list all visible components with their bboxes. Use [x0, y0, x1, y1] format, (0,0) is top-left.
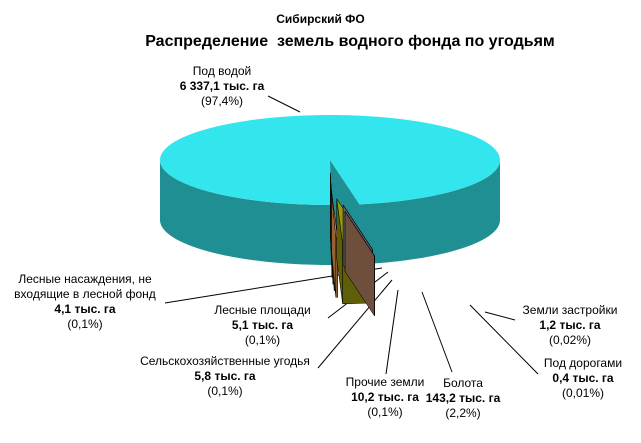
data-label: Лесные насаждения, не входящие в лесной …	[5, 272, 165, 332]
value-label: 0,4 тыс. га	[552, 371, 614, 385]
category-label: Прочие земли	[345, 375, 425, 389]
share-label: (0,01%)	[561, 386, 605, 400]
value-label: 6 337,1 тыс. га	[179, 79, 265, 93]
share-label: (97,4%)	[200, 94, 244, 108]
value-label: 4,1 тыс. га	[54, 302, 116, 316]
slice	[344, 211, 376, 257]
value-label: 1,2 тыс. га	[539, 318, 601, 332]
chart-subtitle: Распределение земель водного фонда по уг…	[145, 33, 555, 50]
data-label: Лесные площади 5,1 тыс. га (0,1%)	[190, 303, 335, 348]
leader-line	[484, 311, 516, 321]
share-label: (0,1%)	[367, 405, 403, 419]
leader-line	[385, 289, 399, 375]
category-label: Лесные площади	[214, 303, 311, 317]
data-label: Под водой 6 337,1 тыс. га (97,4%)	[162, 64, 282, 109]
data-label: Болота 143,2 тыс. га (2,2%)	[413, 376, 513, 421]
category-label: Болота	[443, 376, 483, 390]
data-label: Прочие земли 10,2 тыс. га (0,1%)	[325, 375, 445, 420]
value-label: 143,2 тыс. га	[425, 391, 501, 405]
slice-outer-side	[160, 160, 332, 265]
slices	[160, 115, 500, 317]
category-label: Под дорогами	[543, 356, 623, 370]
leader-line	[267, 95, 301, 113]
value-label: 5,1 тыс. га	[231, 318, 294, 332]
category-label: Лесные насаждения, не входящие в лесной …	[14, 272, 156, 301]
leader-line	[317, 279, 393, 369]
category-label: Под водой	[192, 64, 252, 78]
share-label: (0,1%)	[67, 317, 103, 331]
share-label: (2,2%)	[445, 406, 481, 420]
slice	[160, 115, 500, 205]
leader-line	[421, 291, 453, 373]
category-label: Земли застройки	[522, 303, 618, 317]
slice	[342, 204, 373, 250]
data-label: Земли застройки 1,2 тыс. га (0,02%)	[505, 303, 635, 348]
share-label: (0,1%)	[244, 333, 281, 347]
data-label: Сельскохозяйственные угодья 5,8 тыс. га (0…	[120, 354, 330, 399]
share-label: (0,02%)	[548, 333, 592, 347]
value-label: 10,2 тыс. га	[351, 390, 419, 404]
value-label: 5,8 тыс. га	[194, 369, 256, 383]
slice-outer-side	[359, 160, 500, 265]
leader-line	[469, 304, 539, 375]
chart-title: Сибирский ФО	[276, 12, 365, 26]
share-label: (0,1%)	[207, 384, 243, 398]
data-label: Под дорогами 0,4 тыс. га (0,01%)	[528, 356, 638, 401]
category-label: Сельскохозяйственные угодья	[140, 354, 310, 368]
